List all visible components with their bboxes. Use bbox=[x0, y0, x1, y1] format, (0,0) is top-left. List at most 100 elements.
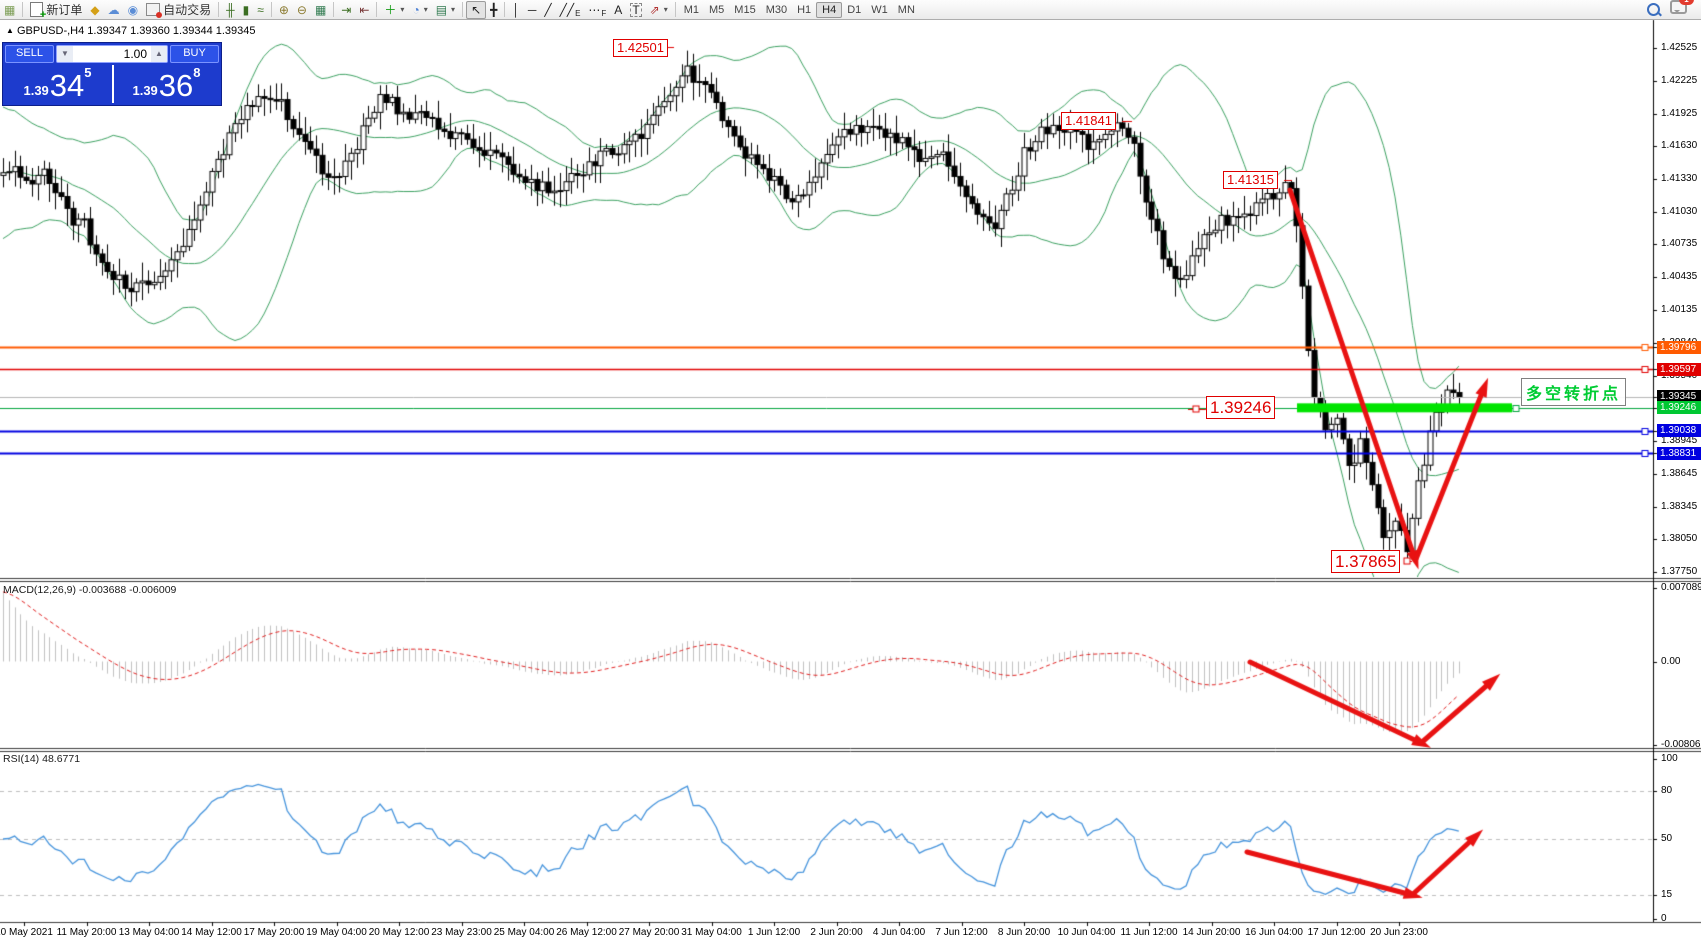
time-label: 27 May 20:00 bbox=[618, 927, 680, 938]
bar-chart-icon: ╫ bbox=[226, 2, 235, 17]
time-label: 19 May 04:00 bbox=[306, 927, 367, 938]
timeframe-h4[interactable]: H4 bbox=[816, 1, 843, 18]
sell-button[interactable]: SELL bbox=[5, 45, 54, 63]
chart-price-label[interactable]: 1.41841 bbox=[1061, 112, 1116, 131]
community-icon-button[interactable]: ☁ bbox=[104, 1, 124, 19]
indicators-icon-button[interactable]: ＋ ▾ bbox=[380, 1, 408, 19]
timeframe-mn[interactable]: MN bbox=[897, 3, 915, 16]
time-axis[interactable]: 10 May 2021 11 May 20:00 13 May 04:00 14 Ma… bbox=[0, 927, 1701, 943]
turning-point-label[interactable]: 多空转折点 bbox=[1521, 378, 1627, 406]
timeframe-d1[interactable]: D1 bbox=[847, 3, 862, 16]
signals-icon-button[interactable]: ◉ bbox=[124, 1, 142, 19]
arrows-tool-icon: ⇗ bbox=[649, 2, 660, 17]
timeframe-m5[interactable]: M5 bbox=[709, 3, 725, 16]
price-axis-tag: 1.39038 bbox=[1657, 424, 1701, 438]
chart-styler-icon: ◆ bbox=[90, 2, 100, 17]
signals-icon: ◉ bbox=[127, 2, 139, 17]
equidistant-channel-icon-button[interactable]: ╱╱ E bbox=[556, 1, 585, 19]
tile-windows-icon-button[interactable]: ▦ bbox=[311, 1, 330, 19]
price-tick: 1.41330 bbox=[1661, 173, 1698, 185]
timeframe-w1[interactable]: W1 bbox=[871, 3, 888, 16]
price-tick: 1.40435 bbox=[1661, 271, 1698, 283]
fibonacci-icon-button[interactable]: ⋯ F bbox=[584, 1, 610, 19]
timeframe-m30[interactable]: M30 bbox=[765, 3, 788, 16]
text-label-icon: T bbox=[630, 2, 642, 17]
macd-pane-header: MACD(12,26,9) -0.003688 -0.006009 bbox=[3, 584, 176, 596]
chart-styler-icon-button[interactable]: ◆ bbox=[86, 1, 103, 19]
volume-increase-button[interactable]: ▲ bbox=[151, 46, 167, 62]
chart-price-label[interactable]: 1.41315 bbox=[1223, 171, 1278, 190]
trendline-icon-button[interactable]: ╱ bbox=[540, 1, 555, 19]
search-icon[interactable] bbox=[1647, 3, 1660, 16]
time-label: 20 Jun 23:00 bbox=[1370, 927, 1428, 938]
cursor-icon-button[interactable]: ↖ bbox=[466, 0, 487, 19]
time-label: 1 Jun 12:00 bbox=[747, 927, 801, 938]
time-label: 26 May 12:00 bbox=[556, 927, 617, 938]
price-axis-tag: 1.39345 bbox=[1657, 390, 1701, 404]
toolbar-separator bbox=[462, 2, 464, 17]
price-axis-tag: 1.39246 bbox=[1657, 401, 1701, 415]
templates-icon-button[interactable]: ▤ ▾ bbox=[432, 1, 459, 19]
zoom-in-icon-button[interactable]: ⊕ bbox=[275, 1, 293, 19]
time-label: 7 Jun 12:00 bbox=[935, 927, 988, 938]
candlestick-chart-icon: ▮ bbox=[242, 2, 250, 17]
notifications-button[interactable]: 1 bbox=[1670, 0, 1694, 19]
line-chart-icon-button[interactable]: ≈ bbox=[253, 1, 268, 19]
chart-price-label[interactable]: 1.42501 bbox=[613, 39, 668, 58]
macd-values: -0.003688 -0.006009 bbox=[78, 584, 177, 596]
crosshair-icon-button[interactable]: ╋ bbox=[486, 1, 501, 19]
macd-tick: 0.00 bbox=[1661, 655, 1681, 667]
time-label: 17 Jun 12:00 bbox=[1307, 927, 1366, 938]
timeframe-m15[interactable]: M15 bbox=[734, 3, 756, 16]
chart-price-label[interactable]: 1.39246 bbox=[1206, 396, 1276, 420]
price-tick: 1.40135 bbox=[1661, 304, 1698, 316]
macd-tick: -0.008063 bbox=[1661, 739, 1701, 751]
timeframe-h1[interactable]: H1 bbox=[797, 3, 812, 16]
horizontal-line-icon-button[interactable]: ─ bbox=[524, 1, 541, 19]
price-axis[interactable]: 1.42525 1.42225 1.41925 1.41630 1.41330 1.410… bbox=[1655, 0, 1701, 944]
price-tick: 1.41030 bbox=[1661, 206, 1698, 218]
time-label: 2 Jun 20:00 bbox=[810, 927, 863, 938]
dropdown-caret-icon: ▾ bbox=[663, 5, 668, 14]
sell-price[interactable]: 1.39 34 5 bbox=[5, 65, 110, 103]
community-icon: ☁ bbox=[107, 2, 120, 17]
auto-scroll-icon-button[interactable]: ⇥ bbox=[337, 1, 355, 19]
volume-decrease-button[interactable]: ▼ bbox=[57, 46, 73, 62]
time-label: 14 May 12:00 bbox=[181, 927, 242, 938]
volume-value[interactable]: 1.00 bbox=[123, 47, 147, 61]
buy-price-pip: 8 bbox=[193, 65, 201, 80]
dropdown-caret-icon: ▾ bbox=[400, 5, 405, 14]
text-label-icon-button[interactable]: T bbox=[626, 1, 645, 19]
symbol-period-label: GBPUSD-,H4 bbox=[16, 25, 85, 37]
equidistant-channel-icon: ╱╱ bbox=[559, 2, 575, 17]
rsi-tick: 50 bbox=[1661, 833, 1673, 844]
new-order-icon-button[interactable]: 新订单 bbox=[26, 1, 86, 21]
chart-price-label[interactable]: 1.37865 bbox=[1331, 550, 1401, 574]
price-tick: 1.38345 bbox=[1661, 500, 1698, 512]
line-chart-icon: ≈ bbox=[257, 2, 264, 17]
arrows-tool-icon-button[interactable]: ⇗ ▾ bbox=[646, 1, 672, 19]
vertical-line-icon-button[interactable]: │ bbox=[508, 1, 524, 19]
periods-icon-button[interactable]: ◔ ▾ bbox=[408, 1, 431, 19]
volume-control[interactable]: ▼ 1.00 ▲ bbox=[56, 45, 168, 63]
time-label: 14 Jun 20:00 bbox=[1182, 927, 1241, 938]
buy-button[interactable]: BUY bbox=[170, 45, 219, 63]
chart-window-icon-button[interactable]: ▦ bbox=[0, 1, 19, 19]
chart-shift-icon-button[interactable]: ⇤ bbox=[355, 1, 373, 19]
price-tick: 1.38645 bbox=[1661, 467, 1698, 479]
zoom-out-icon-button[interactable]: ⊖ bbox=[293, 1, 311, 19]
auto-trading-icon-button[interactable]: 自动交易 bbox=[142, 1, 215, 19]
candlestick-chart-icon-button[interactable]: ▮ bbox=[239, 1, 254, 19]
zoom-out-icon: ⊖ bbox=[296, 2, 307, 17]
rsi-tick: 80 bbox=[1661, 785, 1673, 796]
price-tick: 1.41925 bbox=[1661, 107, 1698, 119]
text-icon-button[interactable]: A bbox=[610, 1, 626, 19]
price-axis-tag: 1.38831 bbox=[1657, 446, 1701, 460]
buy-price[interactable]: 1.39 36 8 bbox=[112, 65, 219, 103]
bar-chart-icon-button[interactable]: ╫ bbox=[222, 1, 239, 19]
fibonacci-icon-subscript: F bbox=[601, 8, 607, 18]
auto-trading-icon bbox=[146, 3, 163, 18]
timeframe-m1[interactable]: M1 bbox=[683, 3, 700, 16]
